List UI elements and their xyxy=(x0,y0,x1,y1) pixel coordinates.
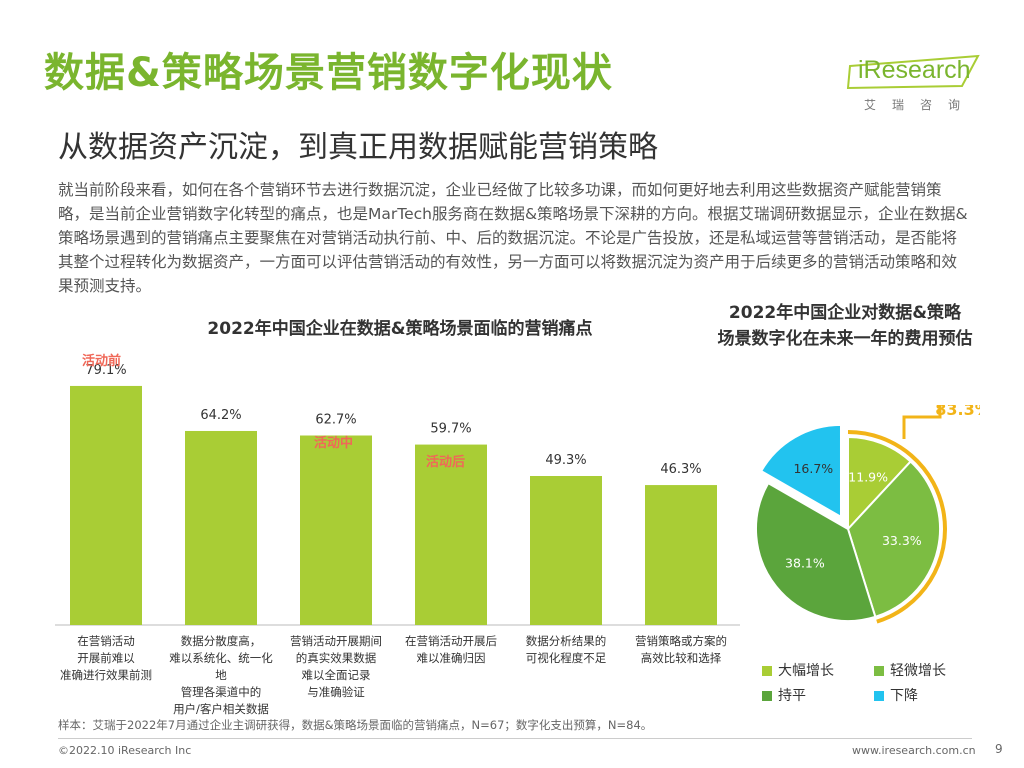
logo-swoosh-icon xyxy=(846,54,980,90)
pie-slice-label: 33.3% xyxy=(882,533,922,548)
bar xyxy=(645,485,717,625)
bar xyxy=(300,435,372,625)
callout-connector xyxy=(902,405,942,439)
category-label: 在营销活动开展后 难以准确归因 xyxy=(396,633,506,667)
category-label-line: 在营销活动开展后 xyxy=(405,634,497,648)
bar-value-label: 49.3% xyxy=(545,453,586,468)
phase-label-during: 活动中 xyxy=(314,436,354,451)
category-label-line: 开展前难以 xyxy=(77,651,135,665)
pie-slice xyxy=(846,460,941,619)
legend-swatch xyxy=(762,691,772,701)
iresearch-logo: iResearch 艾瑞咨询 xyxy=(842,52,982,116)
category-label: 数据分散度高， 难以系统化、统一化地管理各渠道中的 用户/客户相关数据 xyxy=(166,633,276,718)
category-label: 数据分析结果的 可视化程度不足 xyxy=(511,633,621,667)
category-label-line: 难以全面记录 xyxy=(301,668,371,682)
page-title: 数据&策略场景营销数字化现状 xyxy=(44,50,613,96)
bar xyxy=(185,430,257,625)
pie-chart-title: 2022年中国企业对数据&策略 场景数字化在未来一年的费用预估 xyxy=(690,300,1000,352)
category-label-line: 在营销活动 xyxy=(77,634,135,648)
category-label-line: 可视化程度不足 xyxy=(525,651,607,665)
copyright: ©2022.10 iResearch Inc xyxy=(58,744,192,757)
category-label-line: 高效比较和选择 xyxy=(640,651,722,665)
category-label-line: 的真实效果数据 xyxy=(295,651,377,665)
callout-value: 83.3% xyxy=(935,405,980,419)
category-label: 在营销活动开展前难以准确进行效果前测 xyxy=(51,633,161,684)
logo-subtext: 艾瑞咨询 xyxy=(864,98,977,112)
pie-slice xyxy=(759,423,842,519)
legend-label: 轻微增长 xyxy=(890,663,946,679)
bar xyxy=(530,476,602,625)
legend-item-large-increase: 大幅增长 xyxy=(762,660,834,680)
legend-label: 下降 xyxy=(890,688,918,704)
page-subtitle: 从数据资产沉淀，到真正用数据赋能营销策略 xyxy=(58,130,658,165)
pie-chart-title-line: 2022年中国企业对数据&策略 xyxy=(728,303,962,323)
page-number: 9 xyxy=(995,742,1003,756)
bar-value-label: 62.7% xyxy=(315,413,356,428)
category-label-line: 数据分散度高， xyxy=(180,634,262,648)
category-label-line: 准确进行效果前测 xyxy=(60,668,152,682)
bar-value-label: 46.3% xyxy=(660,462,701,477)
pie-slice xyxy=(847,435,912,532)
category-label-line: 难以系统化、统一化地 xyxy=(169,651,273,682)
bar-value-label: 59.7% xyxy=(430,422,471,437)
category-label-line: 管理各渠道中的 xyxy=(180,685,262,699)
phase-label-after: 活动后 xyxy=(426,455,466,470)
pie-chart-title-line: 场景数字化在未来一年的费用预估 xyxy=(717,329,973,349)
category-label-line: 数据分析结果的 xyxy=(525,634,607,648)
legend-item-flat: 持平 xyxy=(762,685,806,705)
phase-label-before: 活动前 xyxy=(82,354,122,369)
legend-swatch xyxy=(874,691,884,701)
legend-swatch xyxy=(874,666,884,676)
pie-slice-label: 11.9% xyxy=(848,470,888,485)
bar xyxy=(415,444,487,625)
category-label-line: 营销活动开展期间 xyxy=(290,634,382,648)
pie-slice xyxy=(755,481,877,622)
pie-slice-label: 38.1% xyxy=(785,556,825,571)
bar xyxy=(70,385,142,625)
legend-label: 大幅增长 xyxy=(778,663,834,679)
legend-swatch xyxy=(762,666,772,676)
website-link[interactable]: www.iresearch.com.cn xyxy=(852,744,976,757)
legend-label: 持平 xyxy=(778,688,806,704)
bar-chart-title: 2022年中国企业在数据&策略场景面临的营销痛点 xyxy=(207,319,593,339)
category-label: 营销活动开展期间 的真实效果数据 难以全面记录 与准确验证 xyxy=(281,633,391,701)
intro-paragraph: 就当前阶段来看，如何在各个营销环节去进行数据沉淀，企业已经做了比较多功课，而如何… xyxy=(58,181,968,295)
logo-wordmark: iResearch xyxy=(858,56,971,84)
bar-value-label: 79.1% xyxy=(85,363,126,378)
category-label-line: 难以准确归因 xyxy=(416,651,486,665)
category-label-line: 用户/客户相关数据 xyxy=(173,702,269,716)
category-label-line: 营销策略或方案的 xyxy=(635,634,727,648)
legend-item-decrease: 下降 xyxy=(874,685,918,705)
bar-value-label: 64.2% xyxy=(200,408,241,423)
footer-divider xyxy=(58,738,972,739)
pie-slice-label: 16.7% xyxy=(793,461,833,476)
callout-arc xyxy=(847,430,947,624)
source-note: 样本：艾瑞于2022年7月通过企业主调研获得，数据&策略场景面临的营销痛点，N=… xyxy=(58,718,653,732)
legend-item-slight-increase: 轻微增长 xyxy=(874,660,946,680)
category-label: 营销策略或方案的 高效比较和选择 xyxy=(626,633,736,667)
pie-chart: 11.9% 33.3% 38.1% 16.7% 83.3% xyxy=(755,405,980,624)
category-label-line: 与准确验证 xyxy=(307,685,365,699)
